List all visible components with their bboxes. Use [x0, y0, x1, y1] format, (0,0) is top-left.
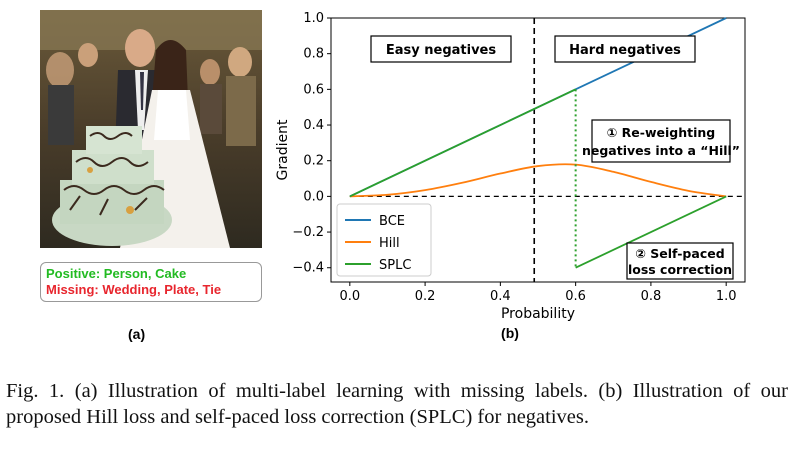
selfpaced-label-line1: ② Self-paced [635, 246, 724, 261]
x-tick-label: 0.8 [641, 289, 662, 304]
x-tick-label: 0.2 [415, 289, 436, 304]
hard-negatives-label: Hard negatives [569, 43, 681, 58]
gradient-chart: 0.0 0.2 0.4 0.6 0.8 1.0 −0.4 −0.2 0.0 0.2 0.4 0.6 0.… [275, 11, 746, 341]
hard-negatives-box [554, 35, 696, 63]
subfigure-b-label: (b) [501, 325, 519, 341]
legend-label-bce: BCE [379, 214, 405, 229]
y-tick-label: −0.2 [292, 225, 324, 240]
x-tick-label: 1.0 [716, 289, 737, 304]
easy-negatives-box [370, 35, 512, 63]
x-tick-label: 0.4 [490, 289, 511, 304]
plot-frame [330, 17, 746, 283]
legend-label-splc: SPLC [379, 258, 411, 273]
legend-box [336, 203, 432, 277]
subfigure-a-label: (a) [128, 326, 146, 342]
selfpaced-box [626, 242, 734, 280]
y-tick-label: 1.0 [303, 11, 324, 26]
label-box: Positive: Person, Cake Missing: Wedding,… [40, 262, 262, 302]
wedding-photo [40, 10, 262, 248]
easy-negatives-label: Easy negatives [386, 43, 497, 58]
figure-caption: Fig. 1. (a) Illustration of multi-label … [6, 380, 788, 428]
y-tick-label: −0.4 [292, 261, 324, 276]
y-tick-label: 0.4 [303, 118, 324, 133]
y-tick-label: 0.8 [303, 47, 324, 62]
y-tick-label: 0.2 [303, 154, 324, 169]
y-tick-label: 0.6 [303, 82, 324, 97]
hill-curve [349, 163, 727, 198]
positive-labels: Positive: Person, Cake [46, 266, 187, 281]
reweight-label-line1: ① Re-weighting [607, 125, 716, 140]
reweight-box [591, 119, 731, 163]
splc-segment-1 [349, 88, 577, 198]
y-axis-label: Gradient [275, 119, 291, 180]
legend-label-hill: Hill [379, 236, 400, 251]
reweight-label-line2: negatives into a “Hill” [582, 143, 740, 158]
splc-segment-2 [575, 195, 727, 269]
x-tick-label: 0.0 [339, 289, 360, 304]
missing-labels: Missing: Wedding, Plate, Tie [46, 282, 222, 297]
y-tick-label: 0.0 [303, 189, 324, 204]
x-tick-label: 0.6 [565, 289, 586, 304]
x-axis-label: Probability [501, 306, 575, 322]
selfpaced-label-line2: loss correction [628, 262, 732, 277]
